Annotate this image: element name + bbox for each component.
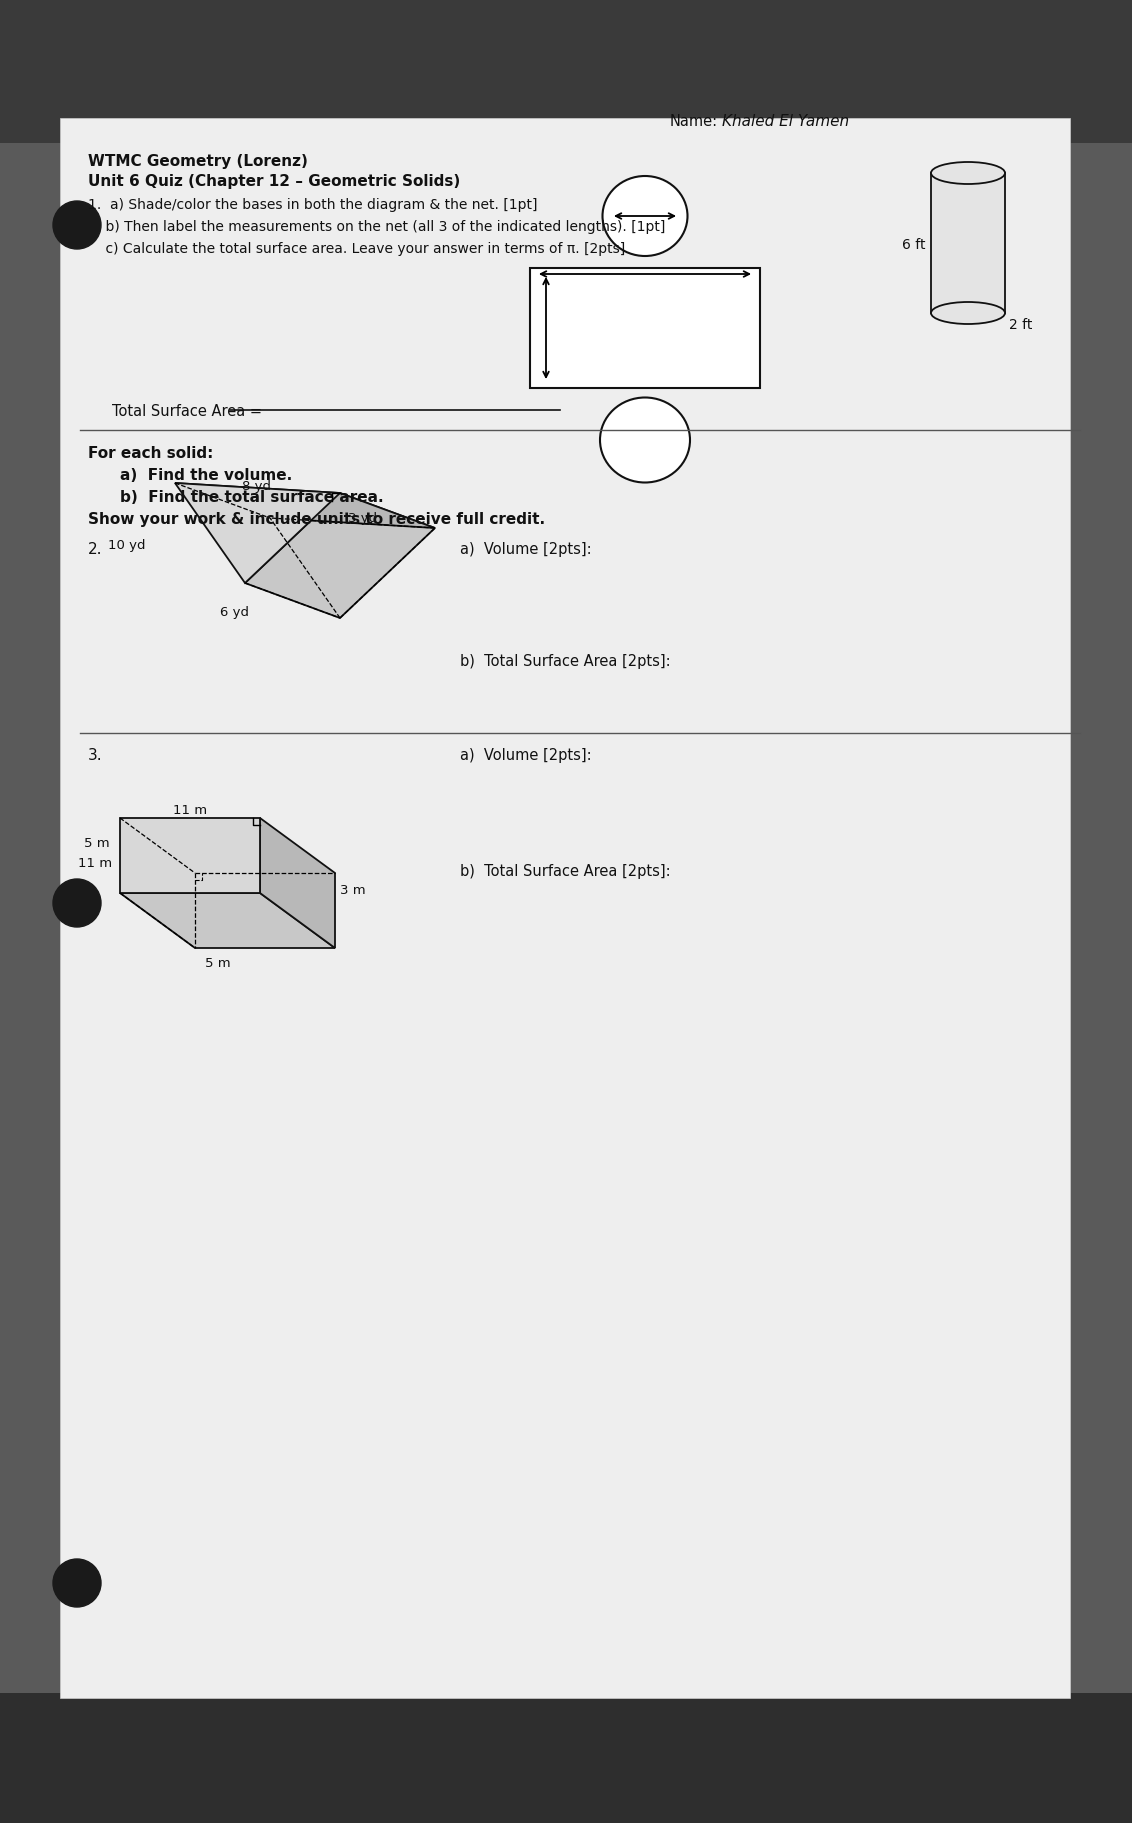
Polygon shape [175, 483, 340, 583]
Text: 11 m: 11 m [173, 804, 207, 817]
Bar [931, 173, 1005, 314]
Text: b)  Find the total surface area.: b) Find the total surface area. [120, 490, 384, 505]
Text: 3 m: 3 m [340, 884, 366, 897]
Bar [0, 1694, 1132, 1823]
Text: 11 m: 11 m [78, 857, 112, 870]
Ellipse shape [600, 397, 691, 483]
Text: Unit 6 Quiz (Chapter 12 – Geometric Solids): Unit 6 Quiz (Chapter 12 – Geometric Soli… [88, 173, 461, 190]
Text: a)  Volume [2pts]:: a) Volume [2pts]: [460, 541, 592, 556]
Text: 6 ft: 6 ft [901, 237, 925, 252]
Polygon shape [120, 893, 335, 948]
Text: Name:: Name: [670, 115, 718, 129]
Text: Total Surface Area =: Total Surface Area = [112, 403, 261, 419]
Text: b) Then label the measurements on the net (all 3 of the indicated lengths). [1pt: b) Then label the measurements on the ne… [88, 221, 666, 233]
Polygon shape [120, 819, 260, 893]
Text: c) Calculate the total surface area. Leave your answer in terms of π. [2pts]: c) Calculate the total surface area. Lea… [88, 242, 625, 255]
Bar [0, 0, 1132, 144]
Text: 6 yd: 6 yd [221, 605, 249, 618]
Circle shape [53, 1559, 101, 1608]
Text: Show your work & include units to receive full credit.: Show your work & include units to receiv… [88, 512, 546, 527]
Text: 5 m: 5 m [205, 957, 230, 970]
Text: 8 yd: 8 yd [242, 479, 272, 492]
Text: a)  Find the volume.: a) Find the volume. [120, 469, 292, 483]
Ellipse shape [931, 303, 1005, 324]
Text: For each solid:: For each solid: [88, 447, 213, 461]
Ellipse shape [931, 162, 1005, 184]
Text: 10 yd: 10 yd [108, 540, 145, 552]
Text: WTMC Geometry (Lorenz): WTMC Geometry (Lorenz) [88, 153, 308, 170]
Polygon shape [175, 483, 435, 529]
Text: 3.: 3. [88, 747, 103, 762]
Text: Khaled El Yamen: Khaled El Yamen [722, 115, 849, 129]
Polygon shape [260, 819, 335, 948]
Text: a)  Volume [2pts]:: a) Volume [2pts]: [460, 747, 592, 762]
Text: 2 ft: 2 ft [1009, 317, 1032, 332]
Text: 5 m: 5 m [85, 837, 110, 850]
Text: 2.: 2. [88, 541, 103, 556]
FancyBboxPatch shape [60, 118, 1070, 1697]
Text: 1.  a) Shade/color the bases in both the diagram & the net. [1pt]: 1. a) Shade/color the bases in both the … [88, 199, 538, 211]
Circle shape [53, 202, 101, 250]
FancyBboxPatch shape [530, 268, 760, 388]
Text: b)  Total Surface Area [2pts]:: b) Total Surface Area [2pts]: [460, 864, 670, 879]
Text: 3 yd: 3 yd [348, 512, 377, 525]
Text: b)  Total Surface Area [2pts]:: b) Total Surface Area [2pts]: [460, 654, 670, 669]
Ellipse shape [602, 177, 687, 257]
Polygon shape [245, 494, 435, 618]
Circle shape [53, 879, 101, 928]
